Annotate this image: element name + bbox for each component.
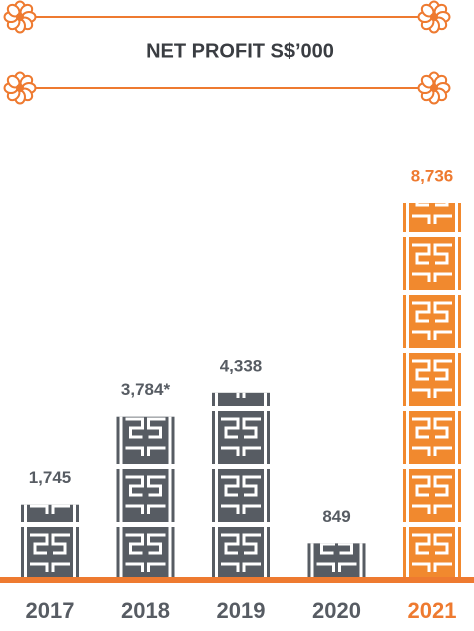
page: {"chart_data": {"type": "bar", "title": … [0,0,474,631]
x-tick-label: 2019 [217,598,266,623]
bar-texture [308,543,366,580]
baseline [0,577,474,583]
x-tick-label: 2018 [121,598,170,623]
x-tick-label: 2017 [26,598,75,623]
value-label: 8,736 [411,166,454,185]
value-label: 1,745 [29,468,72,487]
bar-texture [212,393,270,580]
flower-ornament [419,73,450,104]
chart: NET PROFIT S$’000 1,745 2017 3,784* 2018 4,3… [0,0,474,631]
flower-center [430,13,438,21]
value-label: 3,784* [121,380,171,399]
bar-texture [403,203,461,580]
flower-ornament [5,73,36,104]
x-tick-label: 2021 [408,598,457,623]
flower-center [430,84,438,92]
value-label: 4,338 [220,356,263,375]
x-tick-label: 2020 [312,598,361,623]
value-label: 849 [322,507,350,526]
flower-ornament [5,2,36,33]
bar-texture [117,417,175,580]
chart-title: NET PROFIT S$’000 [146,40,334,62]
flower-ornament [419,2,450,33]
flower-center [16,13,24,21]
flower-center [16,84,24,92]
bars [21,203,461,580]
bar-texture [21,505,79,580]
